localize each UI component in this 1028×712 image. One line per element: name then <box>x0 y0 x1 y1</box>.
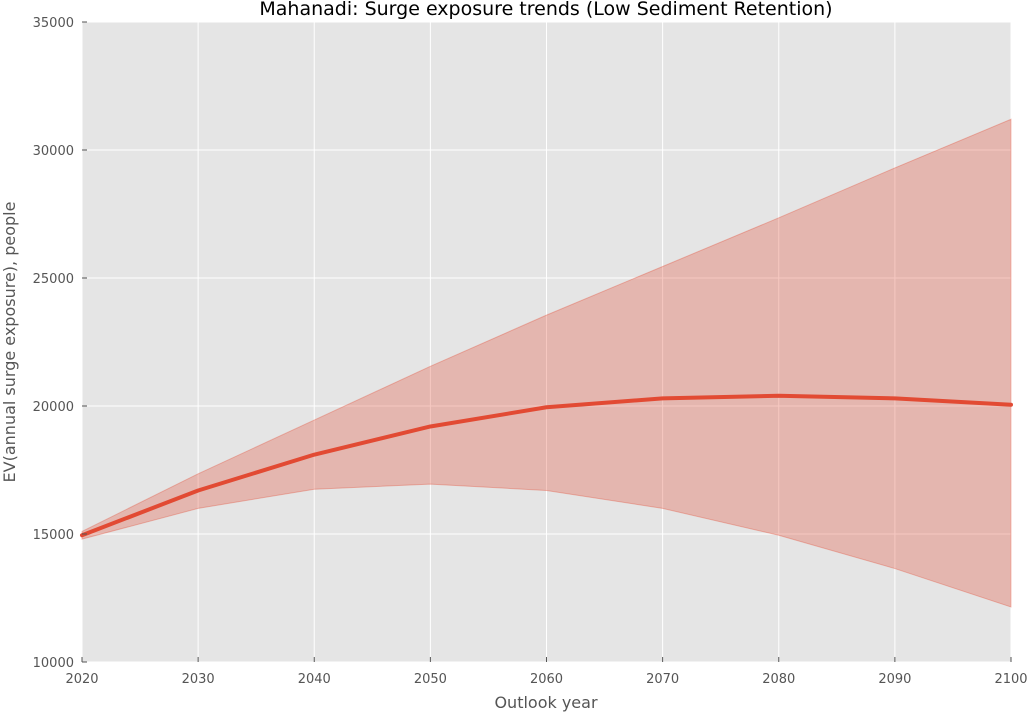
y-tick-label: 20000 <box>33 400 74 415</box>
y-tick-label: 35000 <box>33 16 74 31</box>
x-axis-title: Outlook year <box>494 693 598 712</box>
x-tick-label: 2060 <box>530 672 563 687</box>
x-tick-label: 2100 <box>994 672 1027 687</box>
y-tick-label: 30000 <box>33 144 74 159</box>
y-tick-label: 15000 <box>33 528 74 543</box>
series-points <box>81 395 1012 536</box>
y-tick-labels: 10000 15000 20000 25000 30000 35000 <box>33 16 74 671</box>
x-tick-label: 2090 <box>878 672 911 687</box>
x-tick-labels: 2020 2030 2040 2050 2060 2070 2080 2090 2100 <box>65 672 1027 687</box>
chart-title: Mahanadi: Surge exposure trends (Low Sed… <box>259 0 832 20</box>
y-tick-label: 25000 <box>33 272 74 287</box>
uncertainty-band <box>81 118 1012 608</box>
y-axis-title: EV(annual surge exposure), people <box>0 202 19 483</box>
x-tick-label: 2030 <box>182 672 215 687</box>
x-tick-label: 2080 <box>762 672 795 687</box>
x-tick-label: 2040 <box>298 672 331 687</box>
x-tick-label: 2020 <box>65 672 98 687</box>
axis-ticks <box>81 21 1012 663</box>
y-tick-label: 10000 <box>33 656 74 671</box>
x-tick-label: 2070 <box>646 672 679 687</box>
x-tick-label: 2050 <box>414 672 447 687</box>
